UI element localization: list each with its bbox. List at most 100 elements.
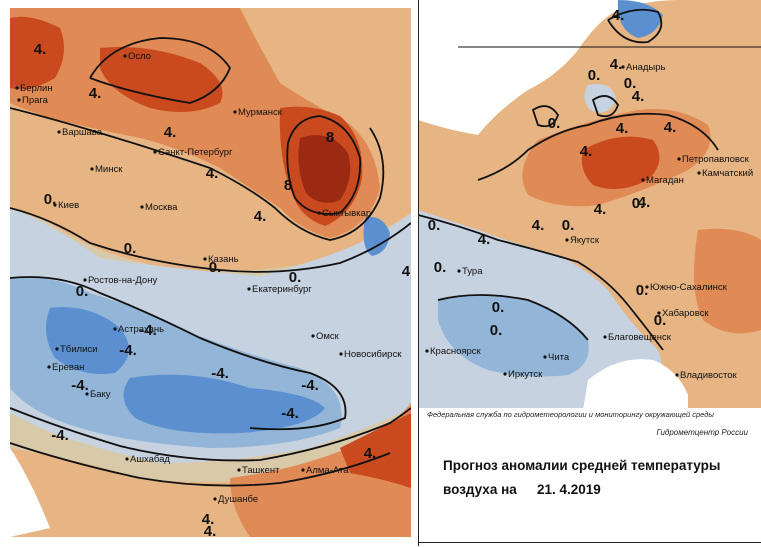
right-city-marker <box>457 269 461 273</box>
right-city-label: Красноярск <box>430 346 482 357</box>
isoline-group-right <box>418 8 719 351</box>
left-isoline-value: 4. <box>34 41 47 58</box>
left-city-label: Осло <box>128 51 151 62</box>
left-city-marker <box>90 167 94 171</box>
right-city-marker <box>645 285 649 289</box>
right-cool-strong-patch <box>617 0 663 38</box>
left-city-marker <box>203 257 207 261</box>
left-map-panel: Осло Берлин Прага Варшава Мурманск Санкт-Пете… <box>10 8 411 537</box>
left-city-label: Берлин <box>20 83 53 94</box>
right-city-marker <box>543 355 547 359</box>
left-city-label: Омск <box>316 331 340 342</box>
right-city-label: Хабаровск <box>662 308 709 319</box>
left-isoline-value: -4. <box>51 427 69 444</box>
right-city-marker <box>425 349 429 353</box>
left-isoline-value: 0. <box>289 269 302 286</box>
right-city-label: Благовещенск <box>608 332 672 343</box>
right-city-marker <box>697 171 701 175</box>
right-isoline-value: 0. <box>434 259 447 276</box>
left-city-label: Санкт-Петербург <box>158 147 233 158</box>
right-map-frame <box>418 0 761 410</box>
right-city-label: Иркутск <box>508 369 543 380</box>
left-city-label: Алма-Ата <box>306 465 349 476</box>
right-isoline-value: 4. <box>580 143 593 160</box>
left-isoline-value: 4. <box>206 165 219 182</box>
right-isoline-value: 4. <box>664 119 677 136</box>
left-isoline-value: -4. <box>281 405 299 422</box>
left-isoline-value: 4. <box>204 523 217 537</box>
right-city-label: Южно-Сахалинск <box>650 282 728 293</box>
left-isoline-value: 4. <box>164 124 177 141</box>
right-city-label: Тура <box>462 266 483 277</box>
right-warm-mid-east <box>694 228 761 334</box>
left-city-label: Новосибирск <box>344 349 402 360</box>
right-isoline-value: 4. <box>616 120 629 137</box>
left-isoline-value: 0. <box>76 283 89 300</box>
right-isoline-value: 0. <box>636 282 649 299</box>
right-city-label: Магадан <box>646 175 684 186</box>
left-city-marker <box>213 497 217 501</box>
left-city-label: Минск <box>95 164 123 175</box>
left-city-marker <box>123 54 127 58</box>
right-isoline-value: 4. <box>594 201 607 218</box>
right-city-label: Якутск <box>570 235 600 246</box>
left-isoline-value: 4. <box>89 85 102 102</box>
left-isoline-value: 0. <box>44 191 57 208</box>
left-city-marker <box>125 457 129 461</box>
forecast-date: 21. 4.2019 <box>537 482 601 497</box>
warm-strong-region-west <box>10 16 64 90</box>
right-city-marker <box>565 238 569 242</box>
right-map-panel: Анадырь Петропавловск Камчатский Магадан Яку… <box>418 0 761 410</box>
right-isoline-value: 4. <box>478 231 491 248</box>
warm-strong-region-south <box>340 413 411 488</box>
cool-strong-region-central-asia <box>123 374 325 434</box>
right-isoline-value: 0. <box>624 75 637 92</box>
caption-box: Федеральная служба по гидрометеорологии … <box>418 408 761 546</box>
right-isoline-value: 0. <box>548 115 561 132</box>
left-city-marker <box>140 205 144 209</box>
left-isoline-value: 4. <box>202 511 215 528</box>
left-city-label: Сыктывкар <box>322 208 371 219</box>
left-city-marker <box>247 287 251 291</box>
left-city-marker <box>47 365 51 369</box>
right-city-marker <box>675 373 679 377</box>
no-data-area <box>10 448 50 537</box>
right-city-marker <box>503 372 507 376</box>
right-isoline-value: 0. <box>562 217 575 234</box>
sea-cutout-south <box>583 359 688 410</box>
right-isoline-value: 0. <box>428 217 441 234</box>
left-city-marker <box>55 347 59 351</box>
left-city-label: Ереван <box>52 362 84 373</box>
left-city-marker <box>83 278 87 282</box>
left-city-marker <box>233 110 237 114</box>
left-city-label: Баку <box>90 389 111 400</box>
left-isoline-value: 8 <box>284 177 292 194</box>
right-city-marker <box>621 65 625 69</box>
left-city-marker <box>311 334 315 338</box>
cool-strong-region-caucasus <box>46 307 129 374</box>
right-isoline-value: 0. <box>492 299 505 316</box>
left-city-label: Мурманск <box>238 107 283 118</box>
right-isoline-value: 4. <box>632 88 645 105</box>
right-city-marker <box>677 157 681 161</box>
right-city-label: Камчатский <box>702 168 753 179</box>
left-isoline-value: 0. <box>124 240 137 257</box>
right-city-label: Анадырь <box>626 62 666 73</box>
left-city-label: Прага <box>22 95 49 106</box>
right-city-label: Чита <box>548 352 570 363</box>
left-isoline-value: -4. <box>71 377 89 394</box>
warm-mid-region-south <box>230 403 411 537</box>
left-city-marker <box>317 211 321 215</box>
left-isoline-value: -4. <box>211 365 229 382</box>
left-isoline-value: 4. <box>364 445 377 462</box>
left-city-marker <box>339 352 343 356</box>
left-city-label: Душанбе <box>218 494 258 505</box>
forecast-title-line1: Прогноз аномалии средней температуры <box>443 458 721 473</box>
right-warm-strong-region <box>581 136 660 189</box>
caption-bottom-rule <box>418 542 761 543</box>
right-city-label: Владивосток <box>680 370 738 381</box>
right-isoline-value: 0. <box>654 312 667 329</box>
right-city-marker <box>603 335 607 339</box>
left-city-marker <box>57 130 61 134</box>
cool-strong-patch-east <box>363 217 390 256</box>
